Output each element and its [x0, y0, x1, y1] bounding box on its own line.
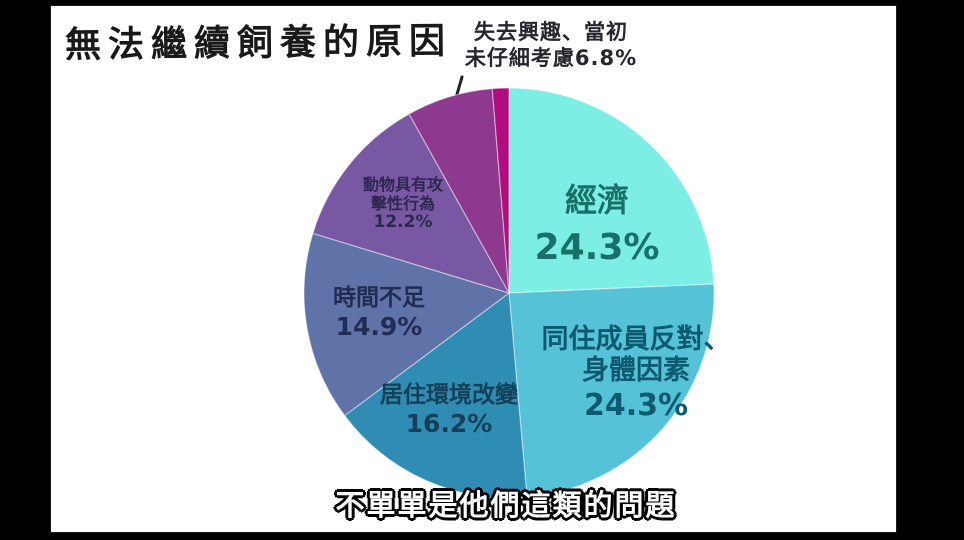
- pie-chart: 經濟 24.3% 同住成員反對、 身體因素 24.3% 居住環境改變 16.2%…: [302, 86, 731, 500]
- page-title: 無法繼續飼養的原因: [64, 20, 453, 67]
- annotation-line-2: 未仔細考慮6.8%: [464, 46, 638, 71]
- slice-label-aggressive: 動物具有攻 擊性行為 12.2%: [362, 175, 444, 233]
- slice-label-environment-name: 居住環境改變: [380, 382, 518, 408]
- slice-label-time: 時間不足 14.9%: [333, 285, 425, 341]
- slice-label-aggressive-line2: 擊性行為: [370, 193, 436, 213]
- annotation-line-1: 失去興趣、當初: [474, 20, 628, 44]
- slice-label-time-name: 時間不足: [333, 285, 425, 311]
- pie-slice-5: [408, 88, 510, 294]
- video-subtitle: 不單單是他們這類的問題: [335, 488, 677, 522]
- pie-slice-1: [508, 283, 715, 498]
- slice-label-aggressive-pct: 12.2%: [373, 212, 433, 233]
- slice-label-economy-name: 經濟: [564, 181, 629, 219]
- slice-label-cohabitant-line2: 身體因素: [582, 355, 690, 387]
- slice-label-economy: 經濟 24.3%: [534, 181, 660, 269]
- pie-slice-3: [303, 232, 511, 417]
- slice-label-cohabitant: 同住成員反對、 身體因素 24.3%: [542, 324, 731, 423]
- slice-label-environment: 居住環境改變 16.2%: [380, 382, 518, 438]
- slice-label-cohabitant-pct: 24.3%: [583, 387, 689, 423]
- slice-label-economy-pct: 24.3%: [534, 227, 660, 269]
- pie-slice-0: [508, 87, 715, 294]
- pie-slice-2: [343, 291, 528, 499]
- pie-slice-4: [312, 113, 511, 295]
- pie-slice-6: [491, 87, 510, 294]
- slice-label-time-pct: 14.9%: [335, 311, 423, 341]
- pie-svg: [303, 87, 715, 499]
- slice-label-cohabitant-line1: 同住成員反對、: [541, 324, 731, 355]
- slice-label-environment-pct: 16.2%: [405, 408, 493, 438]
- slice-label-aggressive-line1: 動物具有攻: [362, 175, 444, 194]
- slide: 無法繼續飼養的原因 失去興趣、當初 未仔細考慮6.8% 經濟 24.3% 同住成…: [50, 5, 897, 533]
- annotation-label: 失去興趣、當初 未仔細考慮6.8%: [426, 19, 676, 72]
